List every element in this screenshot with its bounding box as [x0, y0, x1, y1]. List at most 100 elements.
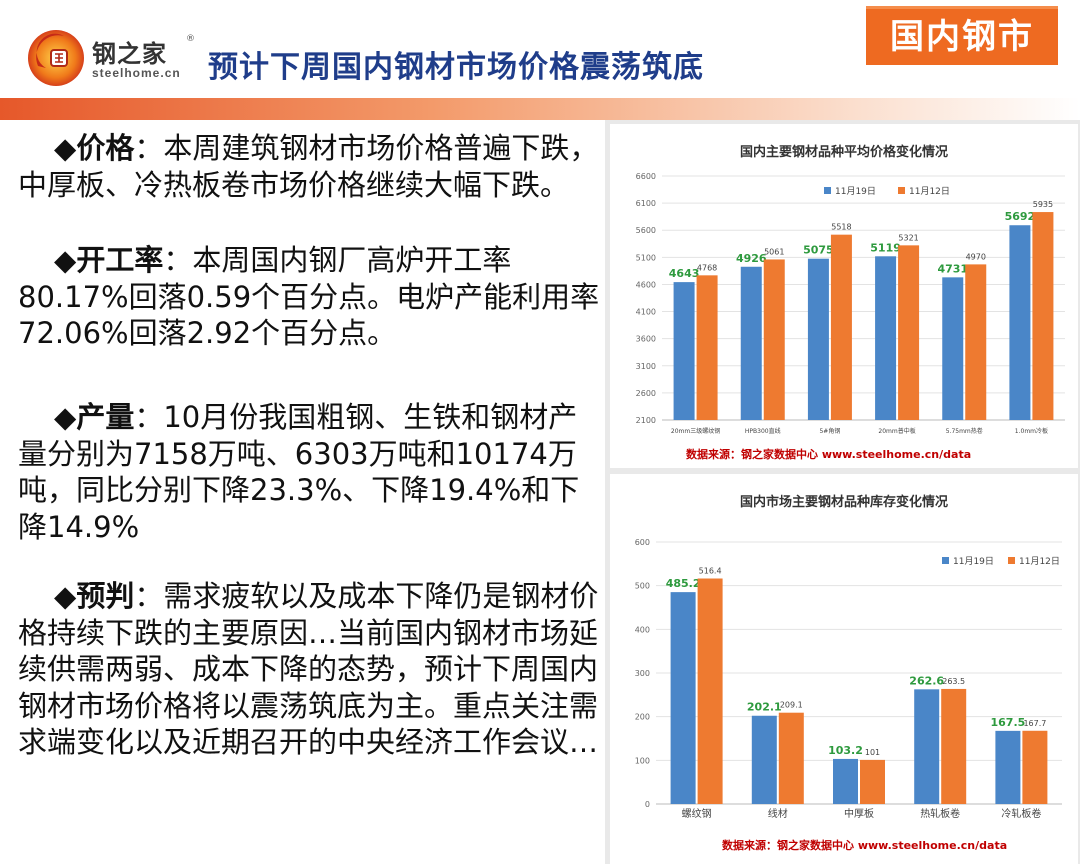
y-tick-label: 100 — [635, 756, 650, 765]
paragraph-utilization: ◆开工率：本周国内钢厂高炉开工率80.17%回落0.59个百分点。电炉产能利用率… — [18, 242, 603, 352]
y-tick-label: 0 — [645, 800, 650, 809]
y-tick-label: 400 — [635, 625, 650, 634]
header: 钢之家 ® steelhome.cn 预计下周国内钢材市场价格震荡筑底 国内钢市 — [0, 0, 1080, 98]
y-tick-label: 5100 — [636, 253, 656, 262]
legend-swatch — [1008, 557, 1015, 564]
paragraph-text: 本周国内钢厂高炉开工率80.17%回落0.59个百分点。电炉产能利用率72.06… — [18, 243, 600, 350]
bar — [740, 266, 762, 420]
data-label: 103.2 — [828, 744, 863, 757]
y-tick-label: 4100 — [636, 308, 656, 317]
paragraph-lead: 开工率 — [76, 243, 164, 277]
paragraph-lead: 产量 — [76, 400, 135, 434]
bar — [1032, 212, 1054, 420]
bar — [807, 258, 829, 420]
brand-name: 钢之家 — [92, 40, 167, 68]
bar — [942, 277, 964, 420]
y-tick-label: 3600 — [636, 335, 656, 344]
bullet: ◆ — [54, 131, 77, 165]
header-stripe — [0, 98, 1080, 120]
data-label: 4970 — [966, 252, 986, 261]
data-label: 262.6 — [909, 674, 944, 687]
bullet: ◆ — [54, 400, 77, 434]
data-label: 516.4 — [699, 567, 722, 576]
bar — [898, 245, 920, 420]
paragraph-colon: ： — [134, 579, 164, 613]
inventory-chart-panel: 国内市场主要钢材品种库存变化情况 0 100 200 300 400 500 600 11月19… — [610, 474, 1078, 864]
data-label: 4926 — [736, 252, 767, 265]
legend-swatch — [942, 557, 949, 564]
data-label: 5518 — [831, 223, 851, 232]
y-tick-label: 6600 — [636, 172, 656, 181]
price-chart-panel: 国内主要钢材品种平均价格变化情况 2100 2600 3100 3600 4100 4600… — [610, 124, 1078, 468]
x-tick-label: 螺纹钢 — [682, 807, 712, 820]
y-tick-label: 500 — [635, 582, 650, 591]
data-label: 101 — [865, 748, 880, 757]
paragraph-colon: ： — [163, 243, 193, 277]
x-tick-label: 热轧板卷 — [920, 807, 960, 820]
text-column: ◆价格：本周建筑钢材市场价格普遍下跌，中厚板、冷热板卷市场价格继续大幅下跌。 ◆… — [0, 120, 605, 864]
y-tick-label: 200 — [635, 713, 650, 722]
paragraph-lead: 预判 — [76, 579, 135, 613]
bar — [860, 759, 885, 804]
bar — [965, 264, 987, 420]
bullet: ◆ — [54, 579, 77, 613]
chart-title: 国内市场主要钢材品种库存变化情况 — [740, 494, 948, 510]
bar — [995, 730, 1021, 804]
paragraph-text: 10月份我国粗钢、生铁和钢材产量分别为7158万吨、6303万吨和10174万吨… — [18, 400, 580, 544]
data-label: 167.7 — [1023, 719, 1046, 728]
price-chart: 国内主要钢材品种平均价格变化情况 2100 2600 3100 3600 4100 4600… — [636, 144, 1065, 461]
bar — [697, 578, 723, 804]
data-label: 5692 — [1005, 210, 1036, 223]
data-label: 5321 — [898, 233, 918, 242]
y-tick-label: 2600 — [636, 389, 656, 398]
source-note: 数据来源：钢之家数据中心 www.steelhome.cn/data — [686, 447, 971, 461]
bar — [751, 715, 777, 804]
inventory-chart: 国内市场主要钢材品种库存变化情况 0 100 200 300 400 500 600 11月19… — [635, 494, 1062, 852]
legend-entry: 11月12日 — [1019, 556, 1060, 567]
bar — [778, 712, 804, 804]
brand-url: steelhome.cn — [92, 66, 181, 80]
data-label: 485.2 — [666, 577, 701, 590]
paragraph-lead: 价格 — [76, 131, 135, 165]
y-tick-label: 4600 — [636, 280, 656, 289]
bar — [670, 592, 696, 804]
legend-swatch — [824, 187, 831, 194]
bar — [941, 688, 967, 804]
data-label: 209.1 — [780, 701, 803, 710]
legend-entry: 11月19日 — [953, 556, 994, 567]
data-label: 4643 — [669, 267, 700, 280]
data-label: 5075 — [803, 244, 834, 257]
x-tick-label: 中厚板 — [844, 807, 874, 820]
paragraph-price: ◆价格：本周建筑钢材市场价格普遍下跌，中厚板、冷热板卷市场价格继续大幅下跌。 — [18, 130, 603, 203]
y-tick-label: 5600 — [636, 226, 656, 235]
bullet: ◆ — [54, 243, 77, 277]
data-label: 5061 — [764, 247, 784, 256]
x-tick-label: 1.0mm冷板 — [1015, 427, 1048, 435]
legend-entry: 11月12日 — [909, 186, 950, 197]
data-label: 263.5 — [942, 677, 965, 686]
legend-entry: 11月19日 — [835, 186, 876, 197]
bar — [673, 282, 695, 420]
paragraph-text: 需求疲软以及成本下降仍是钢材价格持续下跌的主要原因…当前国内钢材市场延续供需两弱… — [18, 579, 599, 759]
bar — [1009, 225, 1031, 420]
x-tick-label: 5#角钢 — [819, 427, 840, 435]
paragraph-colon: ： — [134, 400, 164, 434]
y-tick-label: 6100 — [636, 199, 656, 208]
bar — [763, 259, 785, 420]
bar — [696, 275, 718, 420]
paragraph-colon: ： — [134, 131, 164, 165]
data-label: 202.1 — [747, 701, 782, 714]
y-tick-label: 3100 — [636, 362, 656, 371]
y-tick-label: 2100 — [636, 416, 656, 425]
paragraph-text: 本周建筑钢材市场价格普遍下跌，中厚板、冷热板卷市场价格继续大幅下跌。 — [18, 131, 599, 202]
x-tick-label: 20mm三级螺纹钢 — [671, 427, 720, 435]
paragraph-output: ◆产量：10月份我国粗钢、生铁和钢材产量分别为7158万吨、6303万吨和101… — [18, 399, 603, 545]
bar — [914, 689, 940, 804]
steelhome-logo-icon — [28, 30, 84, 86]
data-label: 167.5 — [991, 716, 1026, 729]
chart-column: 国内主要钢材品种平均价格变化情况 2100 2600 3100 3600 4100 4600… — [605, 120, 1080, 864]
data-label: 4731 — [937, 262, 968, 275]
bar — [875, 256, 897, 420]
x-tick-label: 冷轧板卷 — [1001, 807, 1041, 820]
x-tick-label: 20mm普中板 — [878, 427, 915, 435]
